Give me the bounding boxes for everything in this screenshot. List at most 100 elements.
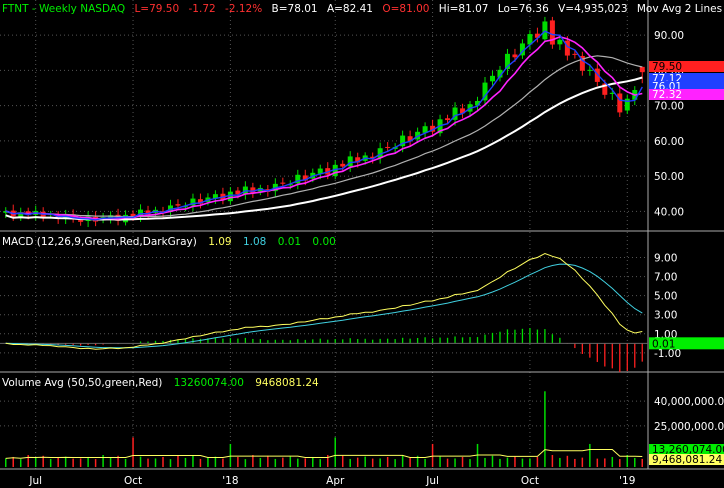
candle-body xyxy=(624,98,630,111)
macd-label: MACD (12,26,9,Green,Red,DarkGray) xyxy=(2,236,197,248)
high-label: Hi=81.07 xyxy=(439,3,489,15)
candle-body xyxy=(407,136,413,142)
x-axis-label: Oct xyxy=(521,475,539,487)
ma-line-white xyxy=(5,76,643,221)
candle-body xyxy=(587,69,593,71)
moving-averages xyxy=(5,30,643,221)
candle-body xyxy=(430,125,436,132)
candle-body xyxy=(190,198,196,206)
candle-body xyxy=(482,82,488,101)
candle-body xyxy=(212,194,218,199)
candle-body xyxy=(385,146,391,148)
macd-header: MACD (12,26,9,Green,Red,DarkGray) 1.09 1… xyxy=(2,236,336,248)
x-axis-label: '18 xyxy=(222,475,238,487)
price-change-pct: -2.12% xyxy=(225,3,262,15)
candle-body xyxy=(250,187,256,193)
price-tag-label: 79.50 xyxy=(652,61,682,73)
candle-body xyxy=(287,184,293,186)
candle-body xyxy=(519,43,525,56)
price-tag-bg xyxy=(649,61,724,72)
study-label: Mov Avg 2 Lines xyxy=(637,3,722,15)
candle-body xyxy=(332,164,338,177)
candle-body xyxy=(302,175,308,181)
last-price: L=79.50 xyxy=(134,3,179,15)
volume-label: V=4,935,023 xyxy=(558,3,627,15)
symbol-label: FTNT - Weekly NASDAQ xyxy=(2,3,125,15)
x-axis-label: Jul xyxy=(28,475,42,487)
macd-line xyxy=(5,252,643,350)
candle-body xyxy=(549,20,555,45)
ask-label: A=82.41 xyxy=(327,3,373,15)
macd-tick-label: 9.00 xyxy=(654,253,677,265)
price-tick-label: 50.00 xyxy=(654,171,684,183)
volume-tick-label: 25,000,000.00 xyxy=(654,421,724,433)
candle-body xyxy=(452,107,458,120)
candle-body xyxy=(422,126,428,133)
macd-tick-label: -1.00 xyxy=(654,348,681,360)
candle-body xyxy=(475,101,481,106)
candle-body xyxy=(227,191,233,202)
macd-tick-label: 7.00 xyxy=(654,272,677,284)
candle-body xyxy=(108,215,114,219)
axis-labels: 90.0080.0070.0060.0050.0040.0079.5077.12… xyxy=(28,30,724,487)
price-tick-label: 60.00 xyxy=(654,136,684,148)
macd-panel xyxy=(0,252,648,373)
volume-tick-label: 40,000,000.00 xyxy=(654,396,724,408)
x-axis-label: Oct xyxy=(124,475,142,487)
low-label: Lo=76.36 xyxy=(498,3,549,15)
volume-avg-value-1: 13260074.00 xyxy=(174,377,244,389)
candle-body xyxy=(63,215,69,219)
ma-line-gray xyxy=(5,55,643,218)
candle-body xyxy=(534,33,540,38)
candle-body xyxy=(197,199,203,204)
price-change: -1.72 xyxy=(189,3,216,15)
macd-value-2: 1.08 xyxy=(243,236,266,248)
candle-body xyxy=(460,108,466,114)
candle-body xyxy=(295,174,301,184)
candle-body xyxy=(347,156,353,167)
price-tag-bg xyxy=(649,89,724,100)
candle-body xyxy=(557,39,563,45)
candle-body xyxy=(175,204,181,206)
candle-body xyxy=(340,163,346,167)
macd-tag-label: 0.01 xyxy=(652,338,675,350)
candle-body xyxy=(182,206,188,208)
candle-body xyxy=(572,53,578,55)
candle-body xyxy=(145,210,151,215)
candle-body xyxy=(579,55,585,71)
candle-body xyxy=(280,182,286,184)
candle-body xyxy=(445,118,451,121)
panel-separators xyxy=(0,0,724,470)
candle-body xyxy=(512,54,518,58)
candle-body xyxy=(18,212,24,218)
price-tag-bg xyxy=(649,81,724,92)
candle-body xyxy=(639,66,645,73)
price-header: FTNT - Weekly NASDAQ L=79.50 -1.72 -2.12… xyxy=(2,3,724,15)
open-label: O=81.00 xyxy=(382,3,429,15)
macd-tag-bg xyxy=(649,337,724,350)
x-axis-label: Jul xyxy=(425,475,439,487)
candle-body xyxy=(617,93,623,113)
price-tick-label: 70.00 xyxy=(654,101,684,113)
candle-body xyxy=(355,157,361,163)
price-tag-label: 72.32 xyxy=(652,89,682,101)
volume-header: Volume Avg (50,50,green,Red) 13260074.00… xyxy=(2,377,319,389)
volume-avg-label: Volume Avg (50,50,green,Red) xyxy=(2,377,162,389)
candle-body xyxy=(564,40,570,56)
volume-tag-bg xyxy=(649,444,724,455)
ma-line-blue xyxy=(5,30,643,221)
candle-body xyxy=(3,211,9,213)
macd-tick-label: 3.00 xyxy=(654,310,677,322)
candle-body xyxy=(370,156,376,159)
candle-body xyxy=(602,83,608,95)
candle-body xyxy=(504,53,510,69)
candle-body xyxy=(609,92,615,94)
candle-body xyxy=(489,75,495,82)
grid-lines xyxy=(0,0,648,469)
price-tag-bg xyxy=(649,73,724,84)
candle-body xyxy=(400,135,406,147)
candle-body xyxy=(130,213,136,217)
macd-tick-label: 5.00 xyxy=(654,291,677,303)
volume-tag-bg xyxy=(649,454,724,465)
